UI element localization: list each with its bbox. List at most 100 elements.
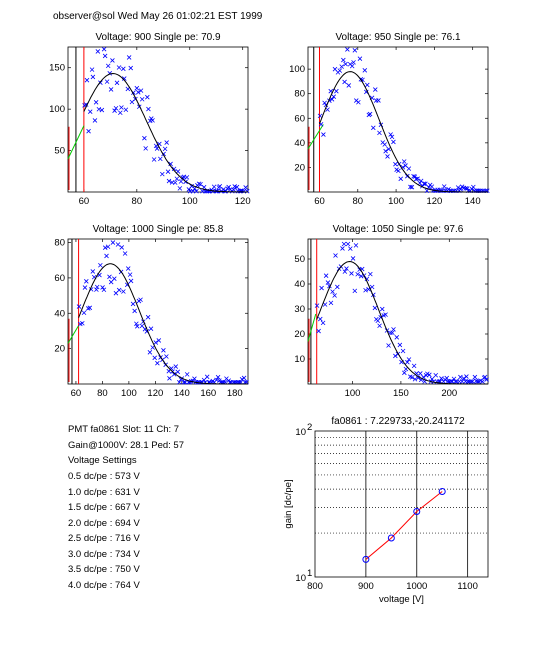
- data-point: [244, 188, 250, 194]
- pmt-info: PMT fa0861 Slot: 11 Ch: 7: [68, 424, 180, 435]
- data-point: [241, 375, 247, 381]
- data-point: [397, 342, 403, 348]
- data-point: [151, 157, 157, 162]
- data-point: [386, 343, 391, 348]
- panel-1-title: Voltage: 900 Single pe: 70.9: [95, 32, 221, 43]
- y-tick-exponent: 2: [307, 422, 312, 433]
- data-point: [194, 188, 199, 194]
- data-point: [198, 181, 203, 187]
- data-point: [421, 181, 427, 186]
- data-point: [150, 345, 155, 350]
- data-point: [391, 327, 396, 332]
- data-point: [182, 379, 188, 385]
- data-point: [134, 321, 139, 327]
- x-tick-label: 80: [97, 388, 108, 399]
- plot-frame: [67, 238, 249, 385]
- data-point: [385, 154, 390, 159]
- data-point: [393, 353, 398, 359]
- y-tick-label: 40: [294, 138, 305, 149]
- data-point: [148, 326, 154, 331]
- data-point: [113, 105, 119, 111]
- data-point: [325, 280, 331, 285]
- data-point: [379, 306, 385, 312]
- data-point: [401, 159, 407, 164]
- data-point: [360, 77, 365, 83]
- data-point: [171, 166, 177, 172]
- plot-frame: [307, 238, 489, 385]
- data-point: [152, 355, 157, 361]
- x-axis-title: voltage [V]: [379, 594, 424, 605]
- data-point: [471, 184, 476, 190]
- data-point: [376, 98, 381, 103]
- data-point: [369, 284, 375, 290]
- x-tick-label: 900: [358, 581, 374, 592]
- data-point: [388, 132, 393, 137]
- data-point: [189, 183, 194, 189]
- x-tick-label: 80: [352, 196, 363, 207]
- y-tick-label: 100: [49, 104, 65, 115]
- data-point: [371, 125, 376, 131]
- data-point: [377, 323, 382, 329]
- data-point: [472, 374, 478, 380]
- data-point: [92, 118, 98, 123]
- data-point: [321, 132, 326, 137]
- data-point: [132, 308, 137, 314]
- data-point: [382, 142, 388, 147]
- data-point: [343, 61, 348, 67]
- data-point: [196, 181, 202, 187]
- voltage-setting: 1.5 dc/pe : 667 V: [68, 502, 140, 513]
- data-point: [461, 376, 467, 381]
- data-point: [439, 376, 444, 381]
- data-point: [80, 320, 85, 326]
- x-tick-label: 100: [345, 388, 361, 399]
- data-point: [346, 83, 352, 88]
- data-point: [101, 46, 107, 52]
- x-tick-label: 140: [465, 196, 481, 207]
- voltage-setting: 1.0 dc/pe : 631 V: [68, 487, 140, 498]
- pedestal-fit-line: [67, 325, 80, 344]
- data-point: [128, 278, 134, 284]
- data-point: [353, 243, 359, 248]
- data-point: [112, 276, 117, 281]
- data-point: [340, 246, 345, 251]
- data-point: [363, 287, 368, 293]
- data-point: [147, 350, 153, 355]
- data-point: [412, 174, 418, 179]
- pedestal-fit-line: [307, 313, 317, 342]
- data-point: [389, 134, 395, 140]
- y-tick-label: 20: [54, 344, 65, 355]
- data-point: [145, 314, 151, 320]
- data-point: [362, 68, 368, 73]
- data-point: [226, 184, 231, 190]
- data-point: [215, 374, 221, 380]
- data-point: [455, 185, 461, 190]
- data-point: [121, 66, 126, 72]
- gain-point: [438, 488, 446, 496]
- data-point: [469, 186, 475, 192]
- data-point: [171, 372, 177, 377]
- data-point: [458, 374, 463, 380]
- data-point: [154, 146, 160, 151]
- data-point: [342, 269, 348, 274]
- y-tick-label: 30: [294, 304, 305, 315]
- data-point: [400, 348, 406, 354]
- data-point: [475, 379, 480, 384]
- data-point: [150, 118, 155, 123]
- data-point: [162, 146, 168, 152]
- data-point: [386, 146, 391, 152]
- data-point: [211, 184, 217, 190]
- data-point: [325, 107, 330, 112]
- data-point: [153, 340, 159, 345]
- data-point: [334, 88, 339, 94]
- gain-point: [413, 507, 421, 515]
- data-point: [168, 161, 173, 167]
- data-point: [101, 287, 107, 293]
- data-point: [90, 269, 96, 274]
- data-point: [402, 370, 407, 376]
- data-point: [394, 335, 400, 340]
- data-point: [134, 85, 140, 91]
- data-point: [84, 279, 89, 284]
- pedestal-fit-line: [307, 124, 324, 150]
- data-point: [105, 244, 111, 250]
